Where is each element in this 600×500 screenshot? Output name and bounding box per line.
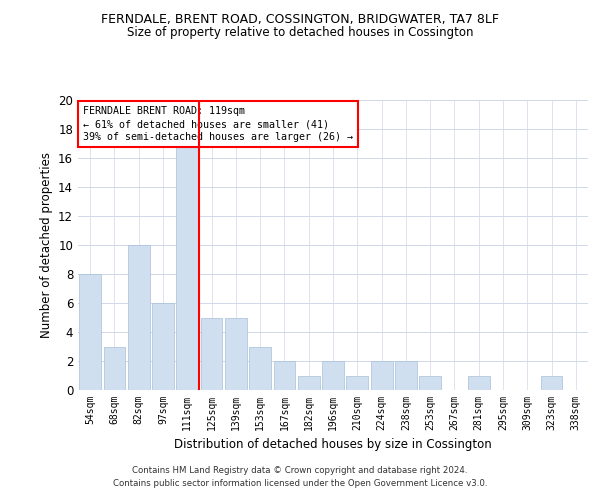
Bar xyxy=(79,274,101,390)
Bar xyxy=(346,376,368,390)
Y-axis label: Number of detached properties: Number of detached properties xyxy=(40,152,53,338)
Bar xyxy=(200,318,223,390)
Bar xyxy=(128,245,149,390)
Text: FERNDALE BRENT ROAD: 119sqm
← 61% of detached houses are smaller (41)
39% of sem: FERNDALE BRENT ROAD: 119sqm ← 61% of det… xyxy=(83,106,353,142)
Bar xyxy=(249,346,271,390)
Bar xyxy=(176,144,198,390)
Bar xyxy=(371,361,392,390)
Bar xyxy=(468,376,490,390)
Text: Contains HM Land Registry data © Crown copyright and database right 2024.
Contai: Contains HM Land Registry data © Crown c… xyxy=(113,466,487,487)
Bar xyxy=(274,361,295,390)
Bar xyxy=(322,361,344,390)
Bar xyxy=(419,376,441,390)
Bar xyxy=(395,361,417,390)
Bar xyxy=(152,303,174,390)
Bar xyxy=(225,318,247,390)
Text: FERNDALE, BRENT ROAD, COSSINGTON, BRIDGWATER, TA7 8LF: FERNDALE, BRENT ROAD, COSSINGTON, BRIDGW… xyxy=(101,12,499,26)
Bar xyxy=(541,376,562,390)
Bar xyxy=(298,376,320,390)
Bar xyxy=(104,346,125,390)
X-axis label: Distribution of detached houses by size in Cossington: Distribution of detached houses by size … xyxy=(174,438,492,452)
Text: Size of property relative to detached houses in Cossington: Size of property relative to detached ho… xyxy=(127,26,473,39)
